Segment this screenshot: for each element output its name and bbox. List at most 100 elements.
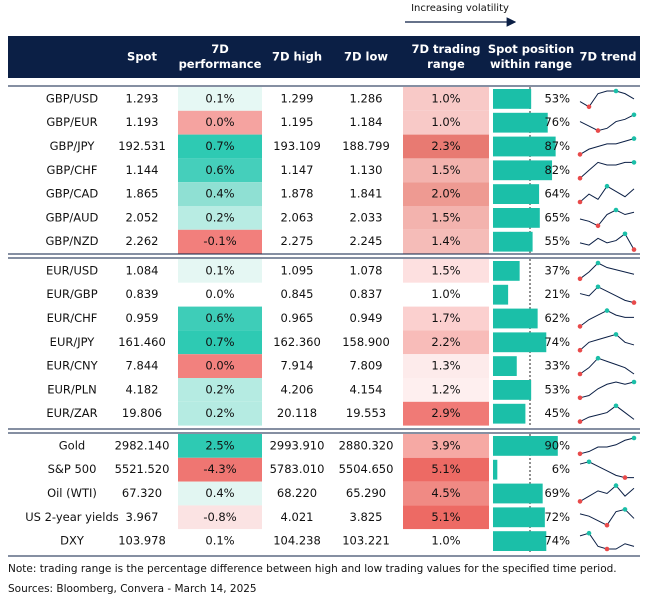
range-cell (403, 259, 489, 283)
position-label: 45% (544, 406, 570, 420)
trend-line (579, 405, 635, 423)
column-header: Spot position within range (488, 42, 574, 71)
range-cell (403, 158, 489, 183)
spot: 19.806 (122, 406, 162, 420)
range: 1.0% (431, 534, 460, 548)
perf: 0.2% (205, 210, 234, 224)
range: 1.5% (431, 163, 460, 177)
pair: GBP/CHF (47, 163, 98, 177)
position-bar (493, 507, 545, 528)
perf-cell (178, 134, 262, 159)
spot: 192.531 (118, 139, 166, 153)
sources: Sources: Bloomberg, Convera - March 14, … (8, 583, 257, 595)
trend-max (586, 459, 592, 465)
high: 68.220 (277, 486, 317, 500)
low: 3.825 (350, 510, 383, 524)
trend-min (577, 175, 583, 181)
position-bar (493, 403, 526, 424)
position-label: 69% (544, 486, 570, 500)
position-bar (493, 261, 520, 281)
spot: 2.262 (126, 234, 159, 248)
trend-min (577, 347, 583, 353)
position-bar (493, 380, 532, 400)
high: 0.965 (281, 311, 314, 325)
trend-max (631, 379, 637, 385)
range: 1.5% (431, 263, 460, 277)
range: 5.1% (431, 510, 460, 524)
range-cell (403, 206, 489, 230)
position-bar (493, 459, 498, 480)
position-label: 87% (544, 139, 570, 153)
position-label: 6% (552, 462, 570, 476)
trend-min (577, 371, 583, 377)
perf-cell (178, 259, 262, 283)
low: 5504.650 (339, 462, 394, 476)
position-label: 53% (544, 382, 570, 396)
spot: 3.967 (126, 510, 159, 524)
high: 162.360 (273, 335, 321, 349)
low: 1.078 (350, 263, 383, 277)
spot: 0.959 (126, 311, 159, 325)
range: 1.0% (431, 115, 460, 129)
trend-max (613, 332, 619, 337)
trend-max (586, 530, 592, 536)
position-label: 82% (544, 163, 570, 177)
range-cell (403, 134, 489, 159)
range: 1.3% (431, 359, 460, 373)
perf-cell (178, 330, 262, 355)
perf-cell (178, 378, 262, 402)
range: 3.9% (431, 438, 460, 452)
low: 2.033 (350, 210, 383, 224)
pair: Gold (59, 438, 85, 452)
perf-cell (178, 206, 262, 230)
trend-line (579, 333, 635, 351)
position-label: 53% (544, 91, 570, 105)
pair: GBP/USD (46, 91, 98, 105)
range: 2.3% (431, 139, 460, 153)
perf: 0.2% (205, 406, 234, 420)
high: 104.238 (273, 534, 321, 548)
position-bar (493, 136, 556, 157)
position-bar (493, 356, 517, 376)
spot: 7.844 (126, 359, 159, 373)
range: 2.0% (431, 187, 460, 201)
trend-min (595, 128, 601, 133)
high: 5783.010 (270, 462, 325, 476)
trend-max (604, 183, 610, 189)
high: 7.914 (281, 359, 314, 373)
low: 65.290 (346, 486, 386, 500)
low: 1.841 (350, 187, 383, 201)
trend-min (631, 247, 637, 252)
trend-max (595, 284, 601, 290)
trend-min (577, 324, 583, 329)
position-label: 74% (544, 335, 570, 349)
trend-min (577, 395, 583, 401)
trend-line (579, 90, 635, 108)
low: 1.130 (350, 163, 383, 177)
pair: EUR/GBP (46, 287, 97, 301)
pair: S&P 500 (48, 462, 97, 476)
high: 1.195 (281, 115, 314, 129)
perf: 0.7% (205, 335, 234, 349)
low: 1.184 (350, 115, 383, 129)
pair: GBP/CAD (46, 187, 99, 201)
legend-label: Increasing volatility (411, 3, 509, 14)
position-bar (493, 231, 533, 252)
position-label: 90% (544, 438, 570, 452)
low: 4.154 (350, 382, 383, 396)
perf-cell (178, 110, 262, 135)
trend-max (604, 308, 610, 313)
pair: EUR/JPY (50, 335, 96, 349)
perf-cell (178, 354, 262, 378)
low: 158.900 (342, 335, 390, 349)
trend-line (579, 381, 635, 399)
trend-min (577, 499, 583, 504)
spot: 1.293 (126, 91, 159, 105)
range: 1.0% (431, 91, 460, 105)
trend-max (622, 507, 628, 512)
trend-max (631, 112, 637, 118)
spot: 0.839 (126, 287, 159, 301)
trend-line (579, 161, 634, 179)
trend-min (586, 104, 592, 110)
pair: DXY (60, 534, 85, 548)
